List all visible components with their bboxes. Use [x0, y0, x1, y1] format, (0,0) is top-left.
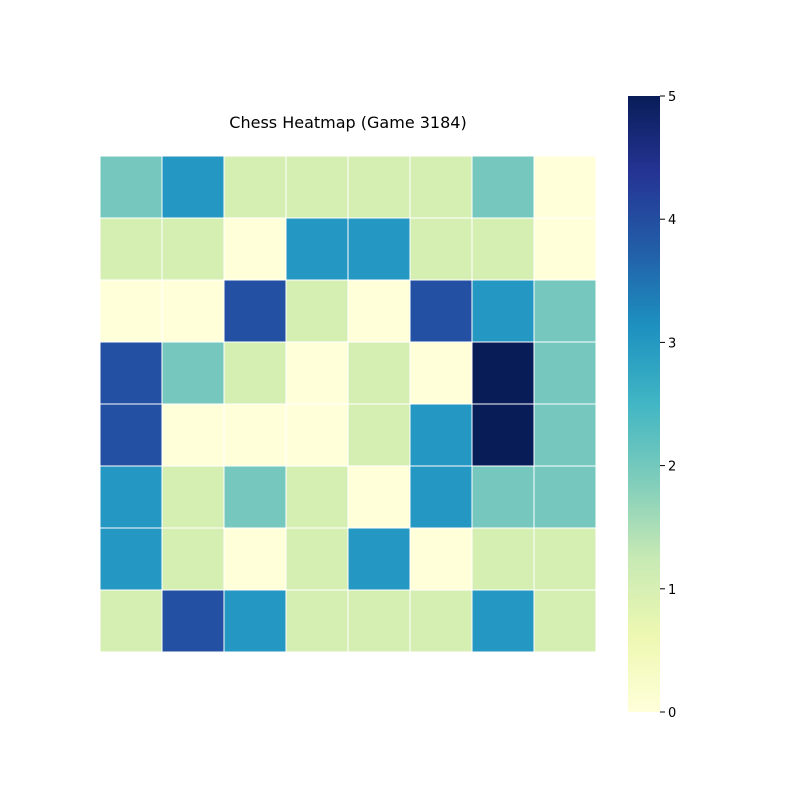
heatmap-cell-r2-c6: [471, 279, 535, 343]
heatmap-cell-r3-c0: [99, 341, 163, 405]
heatmap-cell-r1-c6: [471, 217, 535, 281]
heatmap-cell-r5-c4: [347, 465, 411, 529]
heatmap-cell-r2-c0: [99, 279, 163, 343]
heatmap-cell-r4-c3: [285, 403, 349, 467]
heatmap-cell-r5-c1: [161, 465, 225, 529]
heatmap-cell-r5-c0: [99, 465, 163, 529]
heatmap-cell-r5-c7: [533, 465, 597, 529]
heatmap-cell-r5-c2: [223, 465, 287, 529]
heatmap-cell-r5-c5: [409, 465, 473, 529]
heatmap-cell-r2-c7: [533, 279, 597, 343]
heatmap-cell-r4-c5: [409, 403, 473, 467]
heatmap-cell-r1-c3: [285, 217, 349, 281]
heatmap-cell-r4-c4: [347, 403, 411, 467]
colorbar-gradient: [628, 96, 660, 712]
heatmap-cell-r0-c5: [409, 155, 473, 219]
colorbar: 0 1 2 3 4 5: [628, 90, 676, 721]
heatmap-cell-r1-c1: [161, 217, 225, 281]
heatmap-cell-r4-c7: [533, 403, 597, 467]
heatmap-cell-r3-c7: [533, 341, 597, 405]
heatmap-cell-r0-c7: [533, 155, 597, 219]
chart-title: Chess Heatmap (Game 3184): [229, 113, 466, 132]
heatmap-cell-r7-c7: [533, 589, 597, 653]
heatmap-cell-r3-c6: [471, 341, 535, 405]
heatmap-cell-r2-c1: [161, 279, 225, 343]
heatmap-cell-r3-c4: [347, 341, 411, 405]
colorbar-tick-label: 2: [668, 460, 676, 475]
heatmap-cell-r2-c2: [223, 279, 287, 343]
heatmap-cell-r0-c4: [347, 155, 411, 219]
heatmap-cell-r0-c1: [161, 155, 225, 219]
heatmap-cell-r2-c4: [347, 279, 411, 343]
heatmap-cell-r6-c3: [285, 527, 349, 591]
heatmap-cell-r6-c7: [533, 527, 597, 591]
heatmap-cell-r7-c5: [409, 589, 473, 653]
heatmap-cell-r6-c5: [409, 527, 473, 591]
heatmap-cell-r7-c4: [347, 589, 411, 653]
heatmap-cell-r3-c3: [285, 341, 349, 405]
heatmap-cell-r7-c3: [285, 589, 349, 653]
colorbar-tick-label: 5: [668, 90, 676, 105]
heatmap-grid: [99, 155, 597, 653]
heatmap-cell-r0-c3: [285, 155, 349, 219]
heatmap-cell-r0-c6: [471, 155, 535, 219]
heatmap-cell-r6-c1: [161, 527, 225, 591]
heatmap-cell-r3-c2: [223, 341, 287, 405]
heatmap-cell-r1-c0: [99, 217, 163, 281]
heatmap-cell-r4-c1: [161, 403, 225, 467]
heatmap-cell-r1-c7: [533, 217, 597, 281]
heatmap-cell-r1-c5: [409, 217, 473, 281]
heatmap-cell-r7-c0: [99, 589, 163, 653]
heatmap-cell-r1-c4: [347, 217, 411, 281]
colorbar-tick-label: 3: [668, 336, 676, 351]
heatmap-cell-r0-c0: [99, 155, 163, 219]
heatmap-cell-r7-c2: [223, 589, 287, 653]
heatmap-cell-r2-c5: [409, 279, 473, 343]
heatmap-cell-r2-c3: [285, 279, 349, 343]
heatmap-cell-r5-c6: [471, 465, 535, 529]
heatmap-cell-r1-c2: [223, 217, 287, 281]
heatmap-cell-r7-c1: [161, 589, 225, 653]
heatmap-cell-r5-c3: [285, 465, 349, 529]
colorbar-tick-label: 1: [668, 583, 676, 598]
heatmap-cell-r6-c4: [347, 527, 411, 591]
heatmap-cell-r6-c2: [223, 527, 287, 591]
colorbar-tick-label: 4: [668, 213, 676, 228]
heatmap-cell-r3-c5: [409, 341, 473, 405]
heatmap-cell-r6-c0: [99, 527, 163, 591]
heatmap-cell-r4-c0: [99, 403, 163, 467]
heatmap-cell-r4-c6: [471, 403, 535, 467]
heatmap-cell-r7-c6: [471, 589, 535, 653]
heatmap-cell-r0-c2: [223, 155, 287, 219]
colorbar-tick-label: 0: [668, 706, 676, 721]
heatmap-cell-r3-c1: [161, 341, 225, 405]
heatmap-cell-r6-c6: [471, 527, 535, 591]
heatmap-cell-r4-c2: [223, 403, 287, 467]
